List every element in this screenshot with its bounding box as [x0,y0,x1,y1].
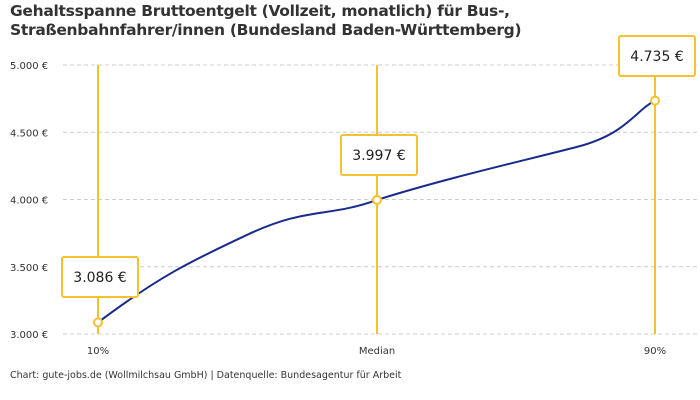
data-label-box [61,256,139,298]
y-tick-label: 3.000 € [10,330,48,341]
data-label: 3.997 € [352,148,405,164]
chart-title: Gehaltsspanne Bruttoentgelt (Vollzeit, m… [10,2,522,39]
data-label: 3.086 € [73,270,126,286]
x-tick-label: 90% [644,346,666,357]
data-point [372,194,382,205]
x-tick-label: Median [359,346,395,357]
y-tick-label: 3.500 € [10,263,48,274]
y-tick-label: 4.000 € [10,196,48,207]
data-point [93,317,103,328]
data-label: 4.735 € [630,49,683,65]
y-tick-label: 5.000 € [10,61,48,72]
chart-source: Chart: gute-jobs.de (Wollmilchsau GmbH) … [10,370,402,381]
data-point [650,95,660,106]
data-label-box [340,134,418,176]
x-tick-label: 10% [87,346,109,357]
data-label-box [618,35,696,77]
y-tick-label: 4.500 € [10,128,48,139]
